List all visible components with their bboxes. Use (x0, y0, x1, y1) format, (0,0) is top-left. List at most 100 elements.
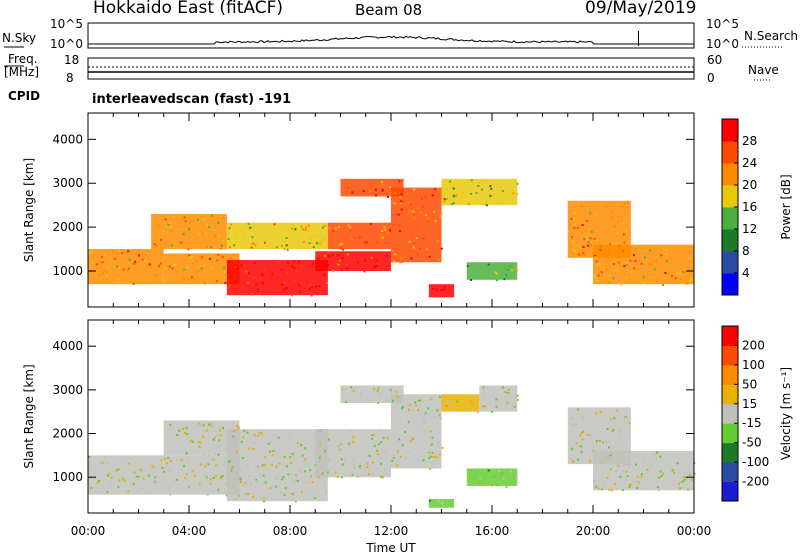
power-speckle (505, 275, 508, 277)
velocity-speckle (430, 443, 433, 446)
power-speckle (298, 260, 300, 263)
velocity-speckle (601, 488, 603, 491)
velocity-speckle (611, 489, 613, 492)
power-speckle (392, 249, 394, 252)
velocity-speckle (209, 478, 212, 481)
velocity-speckle (408, 408, 410, 411)
velocity-speckle (127, 490, 130, 493)
power-speckle (217, 221, 220, 224)
velocity-speckle (168, 486, 171, 489)
velocity-speckle (204, 465, 206, 468)
power-speckle (643, 282, 646, 284)
power-speckle (111, 249, 114, 252)
nave-label: Nave (748, 63, 779, 77)
power-speckle (470, 279, 472, 281)
power-speckle (505, 194, 508, 197)
power-speckle (452, 202, 455, 204)
power-speckle (237, 284, 240, 287)
power-speckle (622, 222, 625, 225)
power-speckle (413, 242, 416, 244)
velocity-speckle (679, 487, 682, 490)
power-speckle (671, 275, 673, 278)
power-speckle (495, 272, 498, 275)
power-speckle (285, 287, 288, 290)
velocity-speckle (275, 465, 278, 468)
velocity-speckle (498, 470, 501, 472)
velocity-speckle (359, 393, 361, 396)
velocity-speckle (341, 387, 344, 390)
power-speckle (443, 198, 446, 201)
velocity-speckle (359, 391, 362, 393)
velocity-speckle (615, 409, 618, 412)
velocity-colorbar-title: Velocity [m s⁻¹] (779, 367, 793, 460)
velocity-speckle (502, 478, 505, 481)
velocity-speckle (424, 412, 427, 415)
velocity-speckle (341, 463, 344, 466)
power-speckle (228, 286, 231, 289)
velocity-speckle (237, 426, 240, 429)
power-speckle (501, 189, 504, 192)
power-speckle (183, 216, 186, 219)
velocity-speckle (306, 480, 309, 483)
power-speckle (583, 237, 586, 240)
power-colorbar-swatch (722, 163, 738, 186)
velocity-region-0 (88, 455, 240, 495)
velocity-speckle (286, 465, 289, 468)
power-speckle (337, 254, 340, 257)
power-colorbar-title: Power [dB] (779, 174, 793, 239)
power-speckle (595, 239, 598, 242)
power-speckle (315, 285, 318, 288)
freq-strip (87, 57, 695, 80)
velocity-speckle (449, 399, 452, 402)
velocity-speckle (411, 437, 414, 440)
power-speckle (622, 233, 625, 236)
power-speckle (573, 252, 575, 255)
velocity-speckle (300, 444, 303, 447)
power-speckle (375, 264, 378, 267)
power-speckle (304, 228, 307, 231)
power-speckle (251, 236, 254, 239)
velocity-speckle (382, 476, 384, 479)
power-speckle (416, 207, 419, 210)
velocity-speckle (429, 430, 432, 433)
power-speckle (283, 288, 286, 291)
power-speckle (340, 242, 343, 245)
power-speckle (252, 276, 255, 279)
velocity-speckle (392, 454, 395, 457)
velocity-speckle (573, 423, 576, 426)
power-speckle (623, 265, 626, 267)
power-speckle (299, 282, 302, 285)
velocity-speckle (691, 478, 694, 481)
time-tick-label: 16:00 (475, 524, 510, 538)
velocity-speckle (579, 445, 582, 448)
velocity-speckle (123, 479, 126, 482)
velocity-speckle (271, 454, 274, 457)
velocity-speckle (383, 473, 386, 476)
power-speckle (587, 244, 589, 247)
power-ylabel: Slant Range [km] (22, 158, 36, 262)
power-speckle (163, 267, 166, 270)
power-speckle (323, 238, 325, 240)
power-speckle (321, 226, 324, 229)
power-speckle (487, 263, 490, 266)
power-speckle (208, 257, 211, 260)
velocity-speckle (681, 481, 684, 483)
power-speckle (636, 244, 639, 247)
velocity-speckle (185, 452, 188, 455)
power-speckle (284, 281, 286, 284)
power-speckle (201, 256, 203, 259)
power-speckle (610, 211, 613, 214)
velocity-speckle (352, 459, 355, 462)
velocity-speckle (215, 464, 218, 467)
power-speckle (171, 267, 174, 270)
velocity-speckle (352, 463, 355, 466)
velocity-speckle (380, 476, 383, 479)
power-speckle (479, 181, 481, 184)
velocity-speckle (296, 442, 299, 444)
power-speckle (689, 278, 692, 281)
velocity-speckle (398, 438, 400, 441)
velocity-speckle (368, 399, 371, 402)
power-speckle (399, 196, 402, 199)
nsearch-label: N.Search (744, 29, 799, 43)
velocity-region-8 (466, 468, 518, 486)
